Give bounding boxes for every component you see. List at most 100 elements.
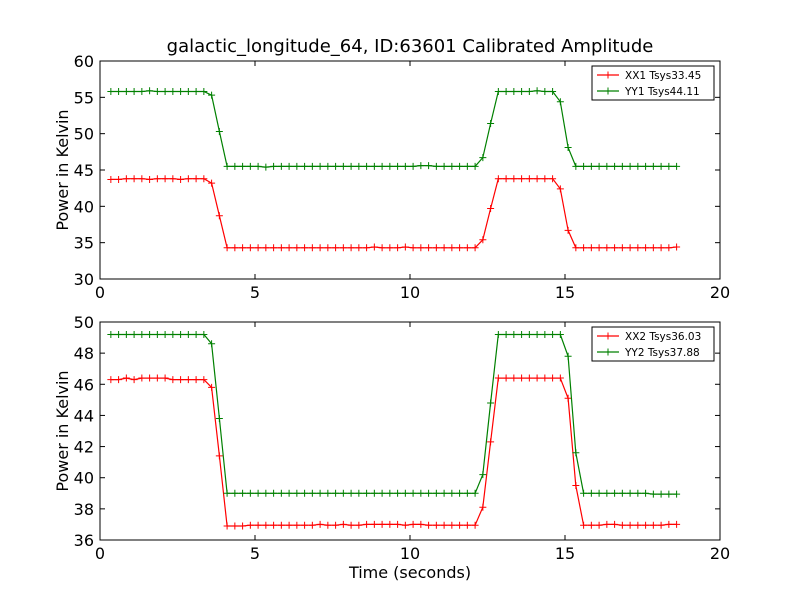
data-point (138, 330, 146, 338)
data-point (378, 489, 386, 497)
data-point (549, 374, 557, 382)
data-point (541, 330, 549, 338)
data-point (642, 244, 650, 252)
data-point (146, 87, 154, 95)
data-point (440, 244, 448, 252)
data-point (564, 143, 572, 151)
data-point (115, 330, 123, 338)
data-point (347, 521, 355, 529)
y-tick-label: 35 (74, 234, 94, 253)
legend-label: XX2 Tsys36.03 (625, 331, 701, 343)
data-point (169, 330, 177, 338)
data-point (634, 521, 642, 529)
data-point (332, 521, 340, 529)
data-point (409, 244, 417, 252)
data-point (262, 521, 270, 529)
data-point (463, 162, 471, 170)
data-point (432, 244, 440, 252)
legend-marker (604, 348, 612, 356)
data-point (285, 244, 293, 252)
data-point (192, 175, 200, 183)
data-point (301, 489, 309, 497)
data-point (479, 236, 487, 244)
data-point (471, 244, 479, 252)
data-point (409, 520, 417, 528)
x-tick-label: 15 (555, 283, 575, 302)
data-point (347, 489, 355, 497)
data-point (246, 521, 254, 529)
series-xx1 (107, 175, 681, 252)
data-point (146, 175, 154, 183)
data-point (642, 521, 650, 529)
data-point (347, 244, 355, 252)
data-point (626, 521, 634, 529)
x-tick-label: 20 (710, 544, 730, 563)
data-point (487, 119, 495, 127)
data-point (525, 175, 533, 183)
data-point (324, 521, 332, 529)
data-point (107, 175, 115, 183)
data-point (146, 374, 154, 382)
data-point (502, 374, 510, 382)
y-tick-label: 45 (74, 161, 94, 180)
chart-title: galactic_longitude_64, ID:63601 Calibrat… (167, 36, 654, 57)
data-point (200, 330, 208, 338)
data-point (200, 175, 208, 183)
data-point (665, 490, 673, 498)
data-point (425, 489, 433, 497)
data-point (533, 87, 541, 95)
data-point (293, 162, 301, 170)
data-point (448, 489, 456, 497)
data-point (564, 226, 572, 234)
data-point (417, 489, 425, 497)
data-point (200, 376, 208, 384)
data-point (277, 489, 285, 497)
data-point (448, 521, 456, 529)
data-point (192, 330, 200, 338)
data-point (425, 244, 433, 252)
data-point (347, 162, 355, 170)
data-point (277, 244, 285, 252)
data-point (525, 330, 533, 338)
legend-marker (604, 332, 612, 340)
data-point (494, 374, 502, 382)
x-tick-label: 5 (250, 544, 260, 563)
data-point (642, 489, 650, 497)
data-point (200, 88, 208, 96)
data-point (502, 88, 510, 96)
y-axis-label: Power in Kelvin (53, 370, 72, 491)
data-point (657, 162, 665, 170)
data-point (153, 175, 161, 183)
data-point (587, 244, 595, 252)
data-point (487, 438, 495, 446)
data-point (518, 330, 526, 338)
data-point (432, 162, 440, 170)
data-point (146, 330, 154, 338)
data-point (378, 244, 386, 252)
data-point (370, 489, 378, 497)
x-axis-label: Time (seconds) (348, 563, 471, 582)
data-point (386, 162, 394, 170)
data-point (595, 489, 603, 497)
data-point (394, 162, 402, 170)
data-point (316, 244, 324, 252)
data-point (246, 162, 254, 170)
data-point (432, 489, 440, 497)
series-yy2 (107, 330, 681, 498)
data-point (208, 383, 216, 391)
data-point (324, 244, 332, 252)
data-point (378, 162, 386, 170)
data-point (673, 243, 681, 251)
data-point (293, 489, 301, 497)
data-point (587, 489, 595, 497)
data-point (665, 244, 673, 252)
data-point (386, 520, 394, 528)
data-point (502, 330, 510, 338)
data-point (215, 415, 223, 423)
data-point (432, 521, 440, 529)
data-point (456, 244, 464, 252)
data-point (456, 489, 464, 497)
data-point (138, 374, 146, 382)
y-axis-label: Power in Kelvin (53, 109, 72, 230)
